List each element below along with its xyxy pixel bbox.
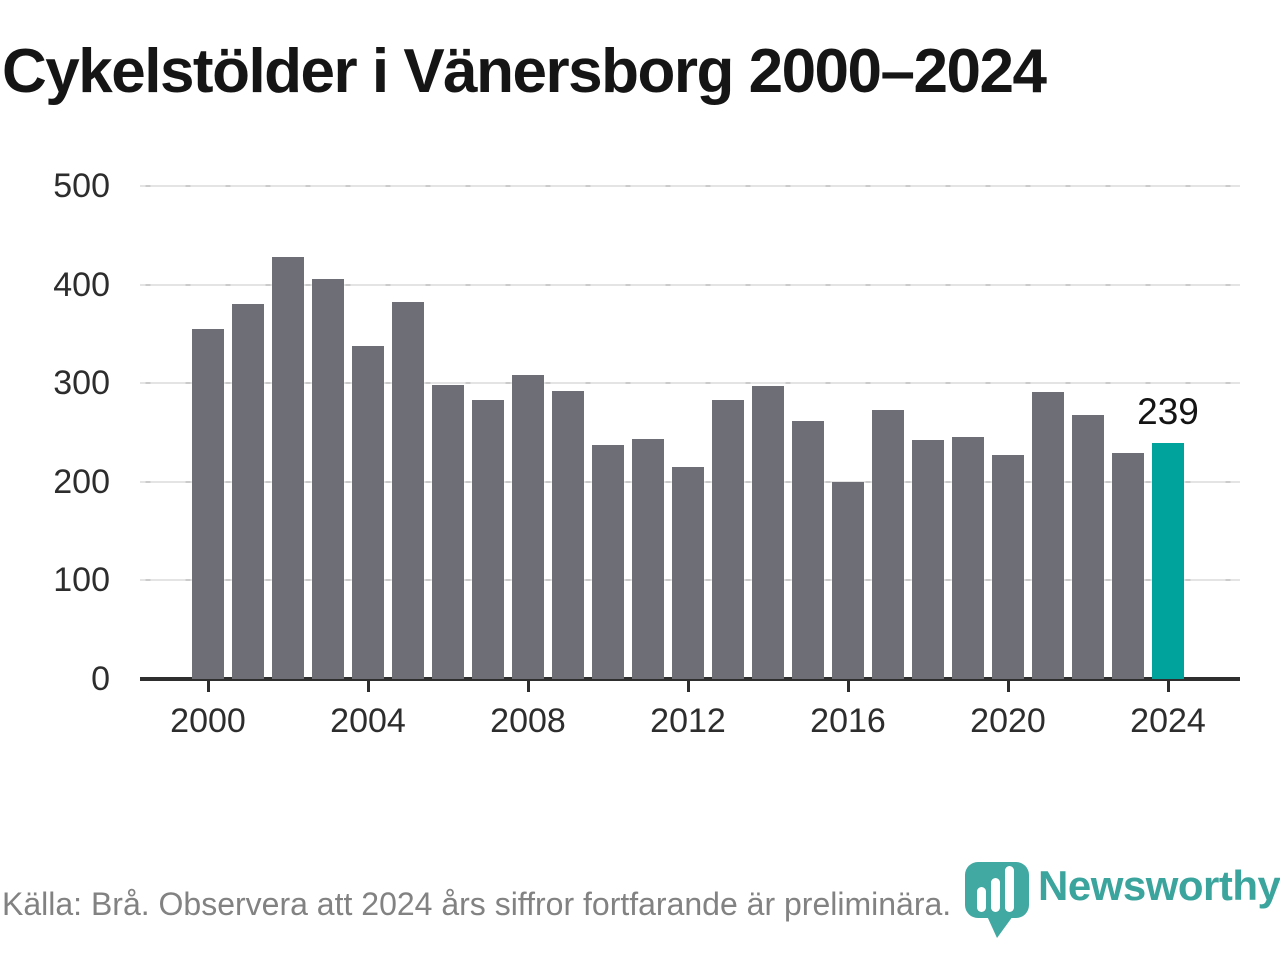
bar-2007 (472, 399, 504, 679)
bar-2010 (592, 445, 624, 679)
gridline-400 (140, 283, 1240, 286)
bar-2023 (1112, 453, 1144, 679)
bar-2022 (1072, 414, 1104, 679)
newsworthy-brand-name: Newsworthy (1038, 862, 1280, 909)
bar-2020 (992, 455, 1024, 679)
bar-2002 (272, 257, 304, 679)
chart-title: Cykelstölder i Vänersborg 2000–2024 (2, 37, 1047, 106)
x-axis-tick-2008 (526, 681, 530, 692)
y-axis-label-500: 500 (53, 167, 110, 205)
bar-2016 (832, 481, 864, 679)
gridline-300 (140, 382, 1240, 385)
x-axis-label-2000: 2000 (170, 702, 246, 740)
x-axis-tick-2000 (206, 681, 210, 692)
x-axis-label-2012: 2012 (650, 702, 726, 740)
x-axis-label-2020: 2020 (970, 702, 1046, 740)
x-axis-tick-2012 (686, 681, 690, 692)
bar-2008 (512, 375, 544, 679)
x-axis-label-2008: 2008 (490, 702, 566, 740)
bar-2000 (192, 328, 224, 679)
bar-2021 (1032, 392, 1064, 679)
mini-bar-chart-glyph (977, 866, 1014, 912)
x-axis-tick-2024 (1166, 681, 1170, 692)
bar-2024 (1152, 443, 1184, 679)
y-axis-label-100: 100 (53, 561, 110, 600)
x-axis-label-2016: 2016 (810, 702, 886, 740)
bar-2019 (952, 437, 984, 679)
bar-2006 (432, 385, 464, 679)
bar-2009 (552, 391, 584, 679)
y-axis-label-300: 300 (53, 364, 110, 403)
source-note: Källa: Brå. Observera att 2024 års siffr… (2, 886, 952, 922)
bar-2003 (312, 278, 344, 679)
x-axis-label-2024: 2024 (1130, 702, 1206, 740)
plot-area: 0 100 200 300 400 500 239 2000 2004 2008 2012 2016 2… (53, 167, 1240, 740)
bar-2017 (872, 409, 904, 679)
bar-2012 (672, 467, 704, 679)
bar-2014 (752, 386, 784, 679)
bar-2004 (352, 345, 384, 679)
y-axis-label-0: 0 (91, 660, 110, 698)
x-axis-tick-2016 (846, 681, 850, 692)
newsworthy-logo-icon (961, 860, 1033, 942)
bar-2018 (912, 440, 944, 679)
y-axis-label-200: 200 (53, 462, 110, 501)
gridline-500 (140, 185, 1240, 187)
bar-2001 (232, 304, 264, 679)
bar-2011 (632, 439, 664, 679)
x-axis-line (140, 677, 1240, 681)
bar-2015 (792, 420, 824, 679)
bar-2013 (712, 399, 744, 679)
highlight-value-label: 239 (1137, 391, 1199, 433)
x-axis-tick-2004 (366, 681, 370, 692)
bar-2005 (392, 302, 424, 679)
y-axis-label-400: 400 (53, 265, 110, 304)
x-axis-label-2004: 2004 (330, 702, 406, 740)
x-axis-tick-2020 (1006, 681, 1010, 692)
